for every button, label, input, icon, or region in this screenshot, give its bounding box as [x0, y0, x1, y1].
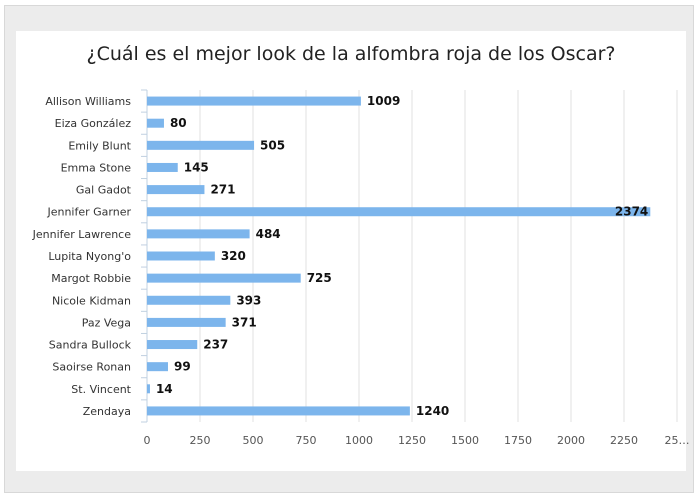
category-label: Allison Williams — [45, 95, 131, 108]
bar — [147, 229, 250, 239]
bar — [147, 185, 205, 195]
data-label: 237 — [203, 338, 228, 352]
bar — [147, 96, 361, 106]
bar — [147, 162, 178, 172]
bar — [147, 251, 215, 261]
x-tick-label: 2250 — [610, 434, 638, 447]
data-label: 2374 — [615, 205, 648, 219]
category-label: Sandra Bullock — [49, 339, 132, 352]
bar — [147, 340, 198, 350]
data-label: 725 — [307, 271, 332, 285]
data-label: 99 — [174, 360, 191, 374]
bar — [147, 207, 651, 217]
category-label: Gal Gadot — [76, 184, 132, 197]
bar — [147, 273, 301, 283]
data-label: 1240 — [416, 404, 449, 418]
data-label: 320 — [221, 249, 246, 263]
x-tick-label: 750 — [296, 434, 317, 447]
data-label: 371 — [232, 315, 257, 329]
data-label: 484 — [256, 227, 281, 241]
data-label: 145 — [184, 160, 209, 174]
bar — [147, 118, 164, 128]
category-label: Nicole Kidman — [52, 294, 131, 307]
x-tick-label: 1500 — [451, 434, 479, 447]
bar — [147, 406, 410, 416]
category-label: Zendaya — [83, 405, 131, 418]
category-label: Saoirse Ronan — [52, 361, 131, 374]
data-label: 14 — [156, 382, 173, 396]
category-label: Emily Blunt — [68, 139, 131, 152]
bar — [147, 295, 231, 305]
category-label: St. Vincent — [71, 383, 131, 396]
x-tick-label: 500 — [243, 434, 264, 447]
data-label: 393 — [236, 293, 261, 307]
category-label: Margot Robbie — [51, 272, 131, 285]
bar — [147, 362, 168, 372]
chart-title: ¿Cuál es el mejor look de la alfombra ro… — [86, 43, 616, 65]
x-tick-label: 1000 — [345, 434, 373, 447]
x-tick-label: 2000 — [557, 434, 585, 447]
data-label: 505 — [260, 138, 285, 152]
x-tick-label: 1250 — [398, 434, 426, 447]
category-label: Emma Stone — [61, 161, 132, 174]
data-label: 80 — [170, 116, 187, 130]
bar — [147, 140, 255, 150]
x-tick-label: 1750 — [504, 434, 532, 447]
category-label: Lupita Nyong'o — [48, 250, 131, 263]
category-label: Jennifer Lawrence — [32, 228, 132, 241]
bar — [147, 317, 226, 327]
data-label: 271 — [210, 183, 235, 197]
x-tick-label: 250 — [190, 434, 211, 447]
bar — [147, 384, 150, 394]
x-tick-label: 25… — [665, 434, 690, 447]
category-label: Paz Vega — [82, 316, 131, 329]
category-label: Jennifer Garner — [46, 206, 131, 219]
x-tick-label: 0 — [144, 434, 151, 447]
category-label: Eiza González — [55, 117, 132, 130]
data-label: 1009 — [367, 94, 400, 108]
